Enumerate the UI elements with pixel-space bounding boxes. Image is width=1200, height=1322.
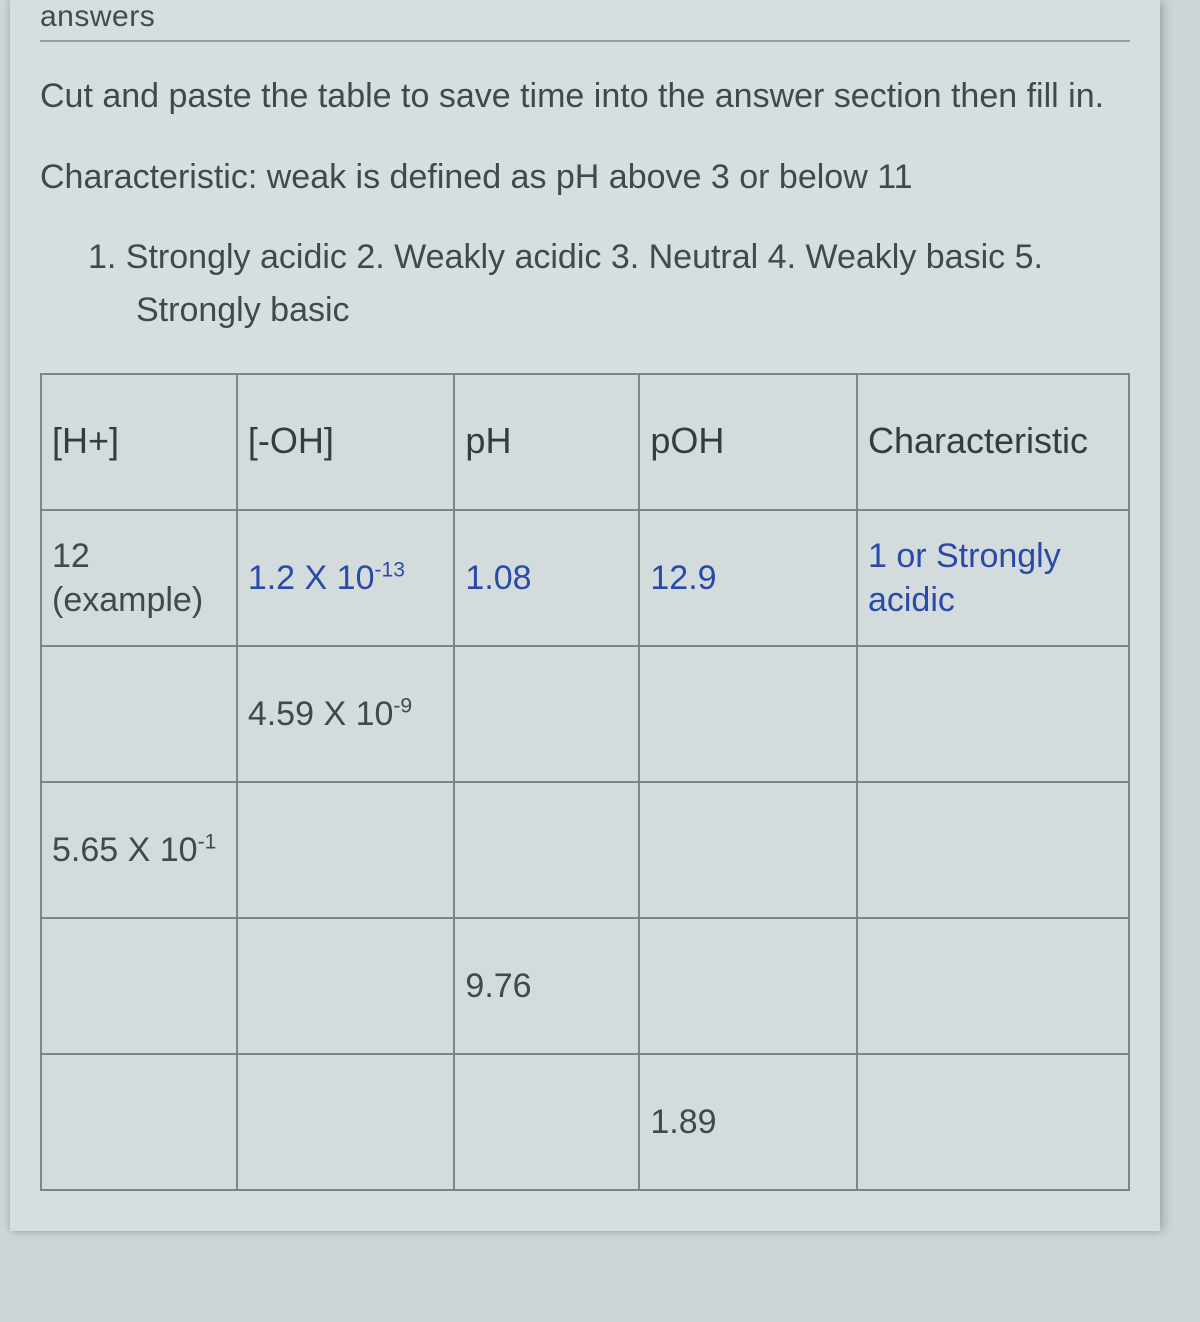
cell-ph (454, 1054, 639, 1190)
cell-ph (454, 646, 639, 782)
cell-poh: 12.9 (639, 510, 857, 646)
cell-oh-exp: -9 (393, 694, 412, 717)
cell-ch (857, 918, 1129, 1054)
cell-h-base: 5.65 X 10 (52, 831, 198, 869)
cell-h-value: 5.65 X 10-1 (52, 831, 216, 869)
table-header-row: [H+] [-OH] pH pOH Characteristic (41, 374, 1129, 510)
characteristic-paragraph: Characteristic: weak is defined as pH ab… (40, 151, 1130, 204)
cell-h-line1: 12 (52, 537, 90, 575)
table-row: 9.76 (41, 918, 1129, 1054)
cell-ph-value: 1.08 (465, 559, 531, 597)
cell-h (41, 918, 237, 1054)
col-header-ch: Characteristic (857, 374, 1129, 510)
cell-oh-value: 1.2 X 10-13 (248, 559, 405, 597)
cell-h-line2: (example) (52, 581, 203, 619)
table-row: 1.89 (41, 1054, 1129, 1190)
cell-h (41, 1054, 237, 1190)
categories-list: 1. Strongly acidic 2. Weakly acidic 3. N… (40, 231, 1130, 336)
cell-poh (639, 782, 857, 918)
cell-ch (857, 782, 1129, 918)
cell-ph: 9.76 (454, 918, 639, 1054)
cell-h (41, 646, 237, 782)
cell-oh: 1.2 X 10-13 (237, 510, 455, 646)
table-row: 4.59 X 10-9 (41, 646, 1129, 782)
cell-oh: 4.59 X 10-9 (237, 646, 455, 782)
table-row: 5.65 X 10-1 (41, 782, 1129, 918)
cell-ch (857, 646, 1129, 782)
col-header-poh: pOH (639, 374, 857, 510)
col-header-ph: pH (454, 374, 639, 510)
categories-line-2: Strongly basic (88, 284, 1130, 337)
cell-ch-value: 1 or Strongly acidic (868, 537, 1061, 619)
characteristic-prefix: Characteristic: (40, 158, 267, 196)
cell-oh-base: 4.59 X 10 (248, 695, 394, 733)
cell-ch: 1 or Strongly acidic (857, 510, 1129, 646)
cell-oh-value: 4.59 X 10-9 (248, 695, 412, 733)
table-row: 12 (example) 1.2 X 10-13 1.08 12.9 1 or … (41, 510, 1129, 646)
cell-poh-value: 12.9 (650, 559, 716, 597)
page: answers Cut and paste the table to save … (10, 0, 1160, 1231)
cell-oh-exp: -13 (374, 558, 404, 581)
cell-ch (857, 1054, 1129, 1190)
cell-oh-base: 1.2 X 10 (248, 559, 375, 597)
divider (40, 40, 1130, 42)
top-fragment-text: answers (40, 0, 1130, 40)
cell-poh (639, 918, 857, 1054)
cell-h-exp: -1 (198, 830, 217, 853)
cell-oh (237, 918, 455, 1054)
cell-h: 5.65 X 10-1 (41, 782, 237, 918)
cell-oh (237, 782, 455, 918)
characteristic-rest: weak is defined as pH above 3 or below 1… (267, 158, 913, 196)
cell-oh (237, 1054, 455, 1190)
col-header-oh: [-OH] (237, 374, 455, 510)
categories-line-1: 1. Strongly acidic 2. Weakly acidic 3. N… (88, 231, 1130, 284)
ph-table: [H+] [-OH] pH pOH Characteristic 12 (exa… (40, 373, 1130, 1191)
intro-paragraph: Cut and paste the table to save time int… (40, 70, 1130, 123)
cell-poh (639, 646, 857, 782)
cell-ph: 1.08 (454, 510, 639, 646)
col-header-h: [H+] (41, 374, 237, 510)
cell-ph (454, 782, 639, 918)
cell-poh: 1.89 (639, 1054, 857, 1190)
cell-h: 12 (example) (41, 510, 237, 646)
